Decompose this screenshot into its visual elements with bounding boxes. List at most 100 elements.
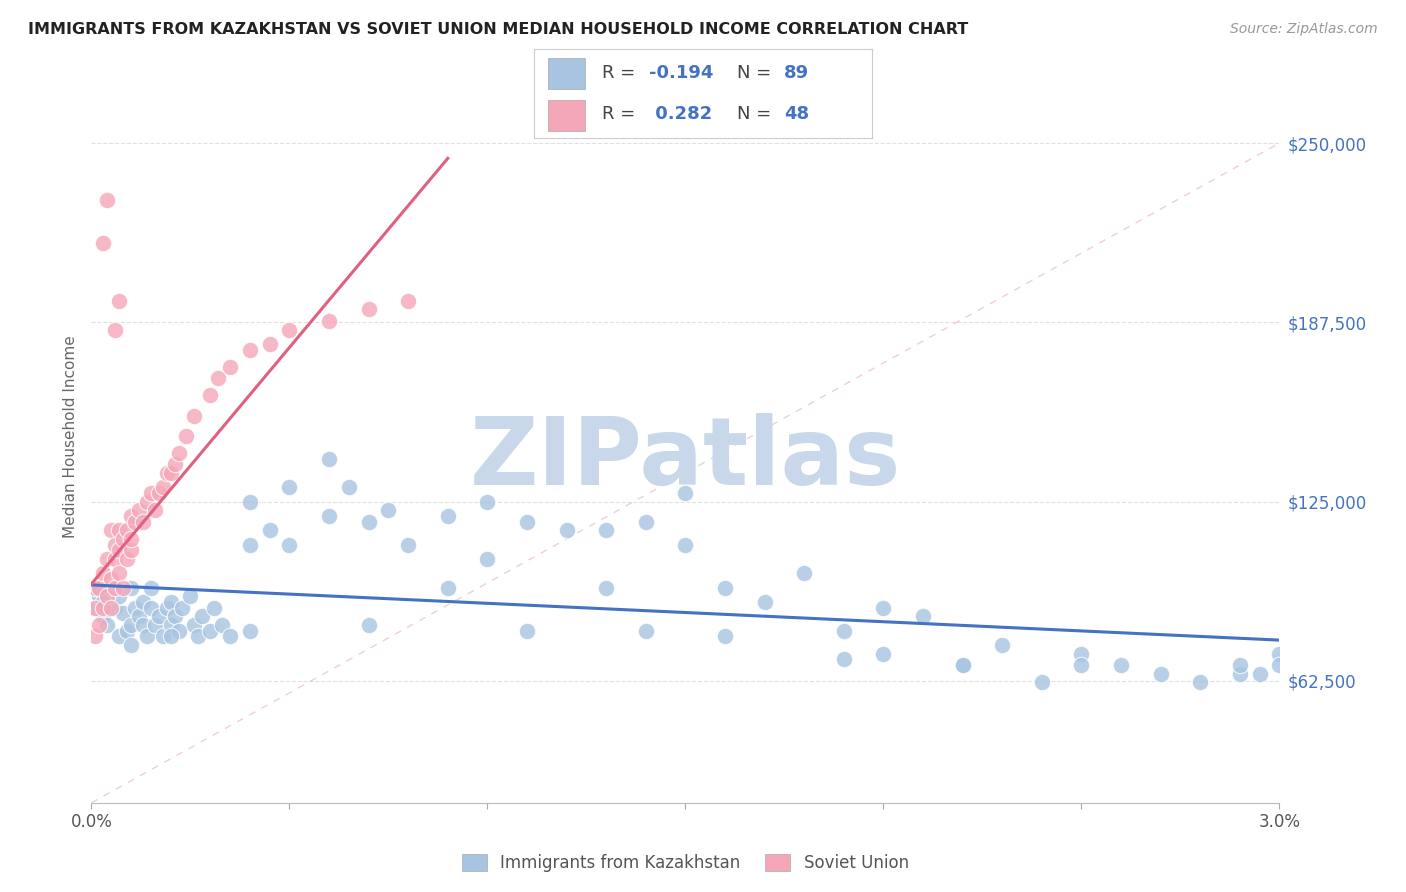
- Point: [152, 629, 174, 643]
- Point: [91, 236, 114, 251]
- Point: [239, 624, 262, 638]
- Point: [436, 508, 458, 523]
- FancyBboxPatch shape: [548, 100, 585, 131]
- Point: [832, 624, 855, 638]
- Point: [128, 609, 150, 624]
- Point: [952, 658, 974, 673]
- Point: [200, 624, 222, 638]
- Point: [112, 532, 135, 546]
- Point: [148, 609, 170, 624]
- Point: [1268, 658, 1291, 673]
- Point: [115, 624, 138, 638]
- Point: [84, 600, 107, 615]
- Point: [108, 524, 131, 538]
- Point: [124, 515, 146, 529]
- Point: [634, 515, 657, 529]
- Point: [179, 589, 201, 603]
- Point: [108, 293, 131, 308]
- Point: [100, 524, 122, 538]
- Point: [278, 322, 301, 336]
- Point: [1031, 675, 1053, 690]
- Point: [159, 629, 181, 643]
- Point: [872, 647, 894, 661]
- Point: [239, 343, 262, 357]
- Point: [555, 524, 578, 538]
- Point: [1229, 658, 1251, 673]
- Point: [318, 508, 340, 523]
- Point: [1150, 666, 1173, 681]
- Point: [991, 638, 1014, 652]
- Point: [163, 609, 186, 624]
- Point: [108, 543, 131, 558]
- Point: [911, 609, 934, 624]
- Point: [714, 581, 737, 595]
- Point: [135, 494, 157, 508]
- Point: [139, 600, 162, 615]
- Text: R =: R =: [602, 105, 641, 123]
- Point: [396, 293, 419, 308]
- Point: [1249, 666, 1271, 681]
- Point: [163, 458, 186, 472]
- Point: [108, 589, 131, 603]
- Point: [1070, 647, 1092, 661]
- Point: [259, 336, 281, 351]
- Point: [96, 552, 118, 566]
- Point: [278, 480, 301, 494]
- Point: [120, 543, 142, 558]
- Point: [477, 552, 499, 566]
- Point: [104, 538, 127, 552]
- Point: [357, 515, 380, 529]
- Point: [754, 595, 776, 609]
- Point: [793, 566, 815, 581]
- Point: [152, 480, 174, 494]
- Point: [89, 618, 111, 632]
- Point: [714, 629, 737, 643]
- Point: [132, 595, 155, 609]
- Point: [159, 595, 181, 609]
- Text: R =: R =: [602, 64, 641, 82]
- Point: [516, 624, 538, 638]
- Point: [112, 607, 135, 621]
- Point: [259, 524, 281, 538]
- Point: [219, 359, 242, 374]
- Point: [278, 538, 301, 552]
- Point: [1229, 666, 1251, 681]
- Point: [357, 302, 380, 317]
- Point: [100, 581, 122, 595]
- Point: [634, 624, 657, 638]
- Point: [172, 600, 194, 615]
- Point: [112, 581, 135, 595]
- Point: [120, 581, 142, 595]
- Point: [211, 618, 233, 632]
- Text: -0.194: -0.194: [650, 64, 713, 82]
- Point: [187, 629, 209, 643]
- Point: [318, 451, 340, 466]
- Point: [202, 600, 225, 615]
- Point: [132, 515, 155, 529]
- Point: [952, 658, 974, 673]
- Point: [84, 600, 107, 615]
- Point: [84, 629, 107, 643]
- Point: [396, 538, 419, 552]
- Point: [120, 618, 142, 632]
- Point: [96, 618, 118, 632]
- Point: [156, 600, 179, 615]
- Point: [124, 600, 146, 615]
- Point: [148, 486, 170, 500]
- Point: [159, 466, 181, 480]
- Point: [156, 466, 179, 480]
- Point: [84, 581, 107, 595]
- Point: [96, 589, 118, 603]
- Point: [436, 581, 458, 595]
- Text: 48: 48: [785, 105, 808, 123]
- Text: Source: ZipAtlas.com: Source: ZipAtlas.com: [1230, 22, 1378, 37]
- Point: [191, 609, 214, 624]
- Legend: Immigrants from Kazakhstan, Soviet Union: Immigrants from Kazakhstan, Soviet Union: [456, 847, 915, 879]
- Point: [91, 609, 114, 624]
- Point: [595, 524, 617, 538]
- Point: [832, 652, 855, 666]
- Point: [139, 581, 162, 595]
- Point: [673, 538, 696, 552]
- Point: [89, 581, 111, 595]
- Point: [91, 600, 114, 615]
